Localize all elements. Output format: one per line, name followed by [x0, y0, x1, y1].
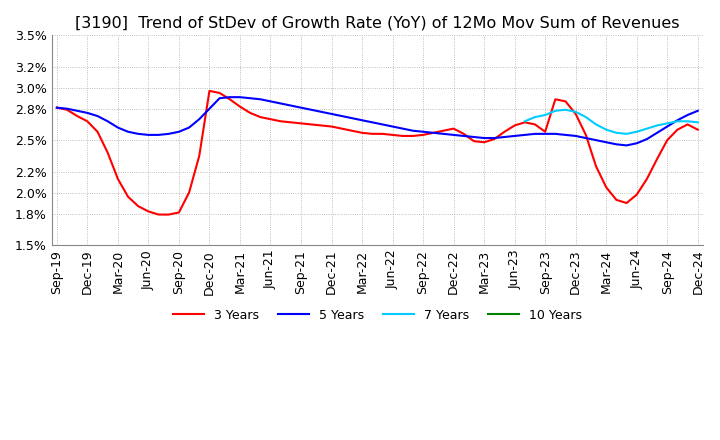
5 Years: [378, 122, 387, 127]
Title: [3190]  Trend of StDev of Growth Rate (YoY) of 12Mo Mov Sum of Revenues: [3190] Trend of StDev of Growth Rate (Yo…: [75, 15, 680, 30]
5 Years: [693, 108, 702, 114]
5 Years: [469, 134, 478, 139]
3 Years: [154, 212, 163, 217]
7 Years: [693, 120, 702, 125]
3 Years: [480, 139, 488, 145]
Legend: 3 Years, 5 Years, 7 Years, 10 Years: 3 Years, 5 Years, 7 Years, 10 Years: [168, 304, 587, 327]
3 Years: [134, 204, 143, 209]
Line: 5 Years: 5 Years: [57, 97, 698, 145]
3 Years: [53, 105, 61, 110]
5 Years: [419, 129, 428, 134]
5 Years: [225, 95, 234, 100]
5 Years: [327, 111, 336, 117]
3 Years: [693, 127, 702, 132]
5 Years: [622, 143, 631, 148]
5 Years: [134, 131, 143, 136]
Line: 7 Years: 7 Years: [525, 110, 698, 134]
3 Years: [338, 126, 346, 131]
Line: 3 Years: 3 Years: [57, 91, 698, 215]
3 Years: [490, 136, 499, 142]
3 Years: [388, 132, 397, 138]
5 Years: [53, 105, 61, 110]
5 Years: [480, 136, 488, 141]
3 Years: [205, 88, 214, 94]
3 Years: [429, 130, 438, 136]
